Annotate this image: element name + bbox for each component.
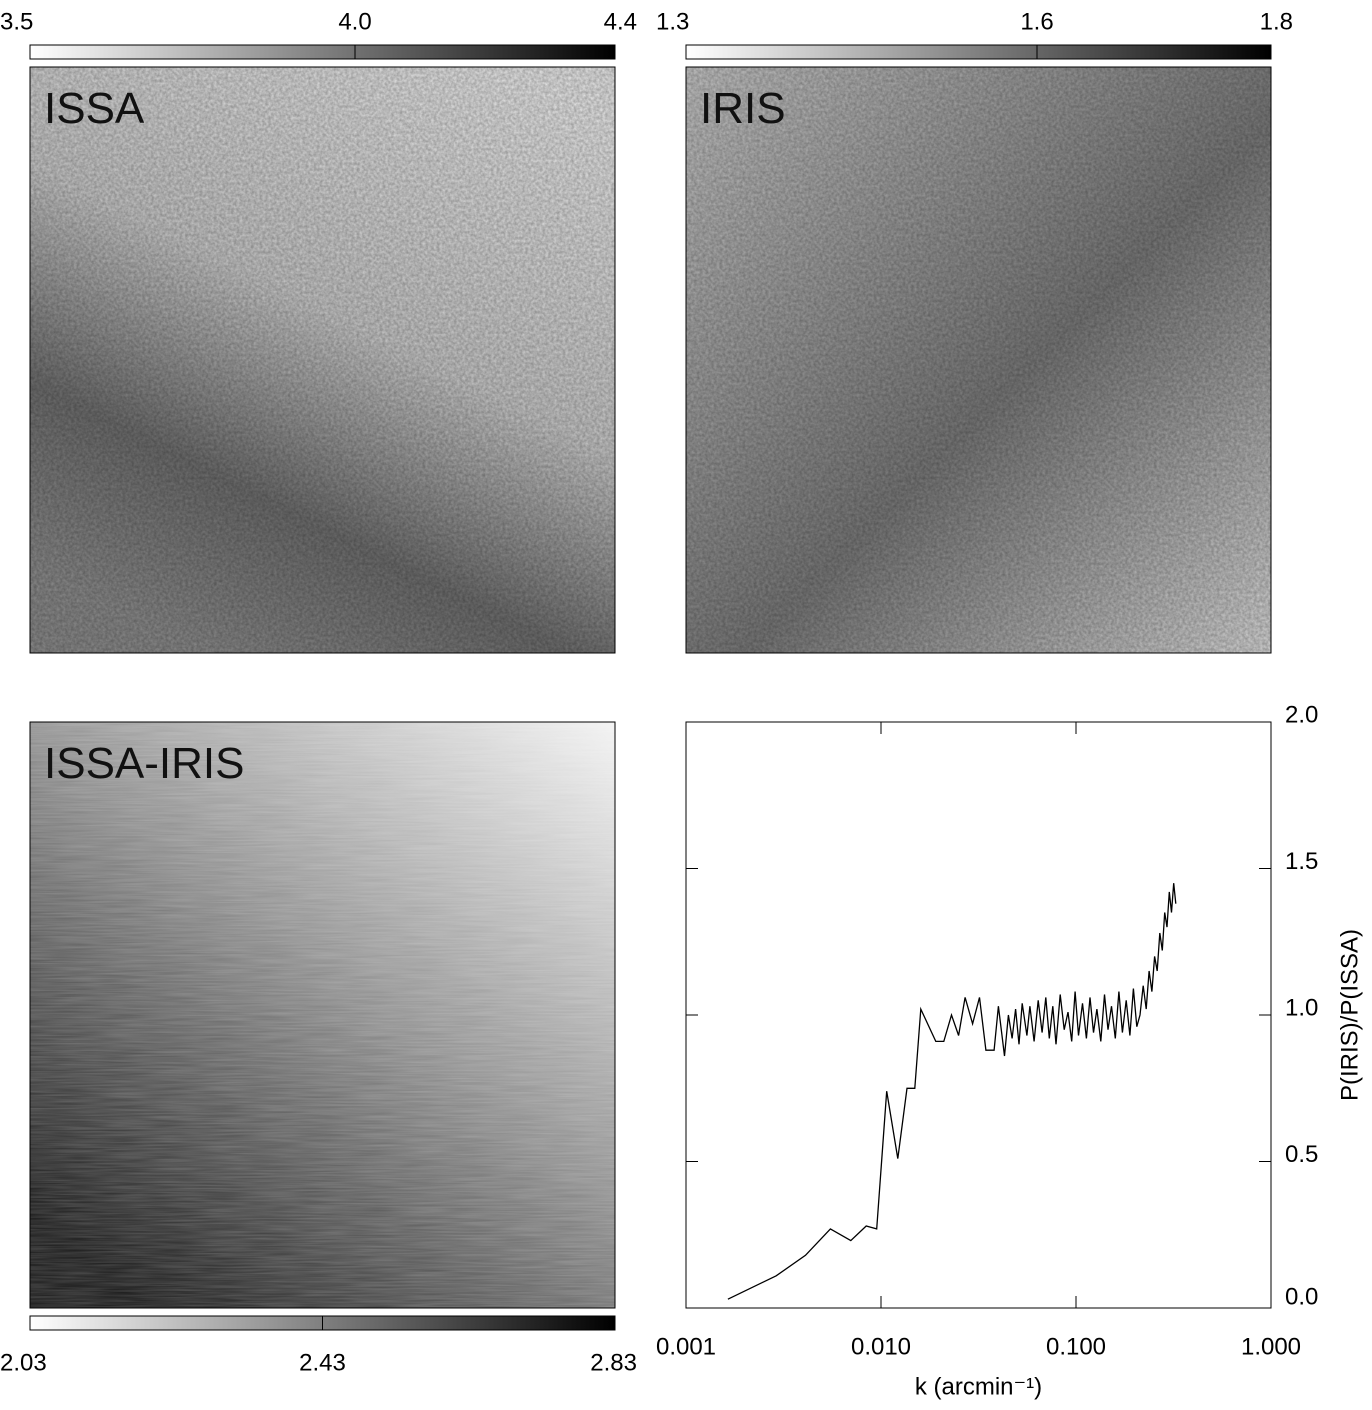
y-tick-label: 0.5 bbox=[1285, 1141, 1318, 1168]
colorbar-tick-label: 2.83 bbox=[590, 1349, 637, 1376]
plot-frame bbox=[685, 721, 1272, 1309]
colorbar bbox=[29, 44, 616, 60]
image-texture bbox=[30, 722, 615, 1308]
panel-label: ISSA-IRIS bbox=[44, 739, 245, 788]
colorbar-tick-label: 3.5 bbox=[0, 8, 33, 35]
colorbar-tick-label: 4.4 bbox=[604, 8, 637, 35]
colorbar bbox=[685, 44, 1272, 60]
x-tick-label: 0.100 bbox=[1046, 1333, 1106, 1360]
image-texture bbox=[30, 67, 615, 653]
image-frame bbox=[685, 66, 1272, 654]
y-tick-label: 2.0 bbox=[1285, 701, 1318, 728]
y-tick-label: 0.0 bbox=[1285, 1283, 1318, 1310]
colorbar-tick-label: 1.6 bbox=[1020, 8, 1053, 35]
colorbar-tick-label: 4.0 bbox=[338, 8, 371, 35]
panel-label: ISSA bbox=[44, 84, 145, 133]
image-texture bbox=[686, 67, 1271, 653]
colorbar-tick-label: 2.03 bbox=[0, 1349, 47, 1376]
image-frame bbox=[29, 66, 616, 654]
y-tick-label: 1.5 bbox=[1285, 848, 1318, 875]
panel-label: IRIS bbox=[700, 84, 786, 133]
y-axis-label: P(IRIS)/P(ISSA) bbox=[1336, 929, 1363, 1101]
image-frame bbox=[29, 721, 616, 1309]
y-tick-label: 1.0 bbox=[1285, 994, 1318, 1021]
colorbar-tick-label: 1.8 bbox=[1260, 8, 1293, 35]
x-tick-label: 0.001 bbox=[656, 1333, 716, 1360]
data-line bbox=[727, 883, 1177, 1300]
x-tick-label: 0.010 bbox=[851, 1333, 911, 1360]
x-tick-label: 1.000 bbox=[1241, 1333, 1301, 1360]
x-axis-label: k (arcmin⁻¹) bbox=[915, 1373, 1042, 1400]
colorbar-tick-label: 1.3 bbox=[656, 8, 689, 35]
colorbar-tick-label: 2.43 bbox=[299, 1349, 346, 1376]
